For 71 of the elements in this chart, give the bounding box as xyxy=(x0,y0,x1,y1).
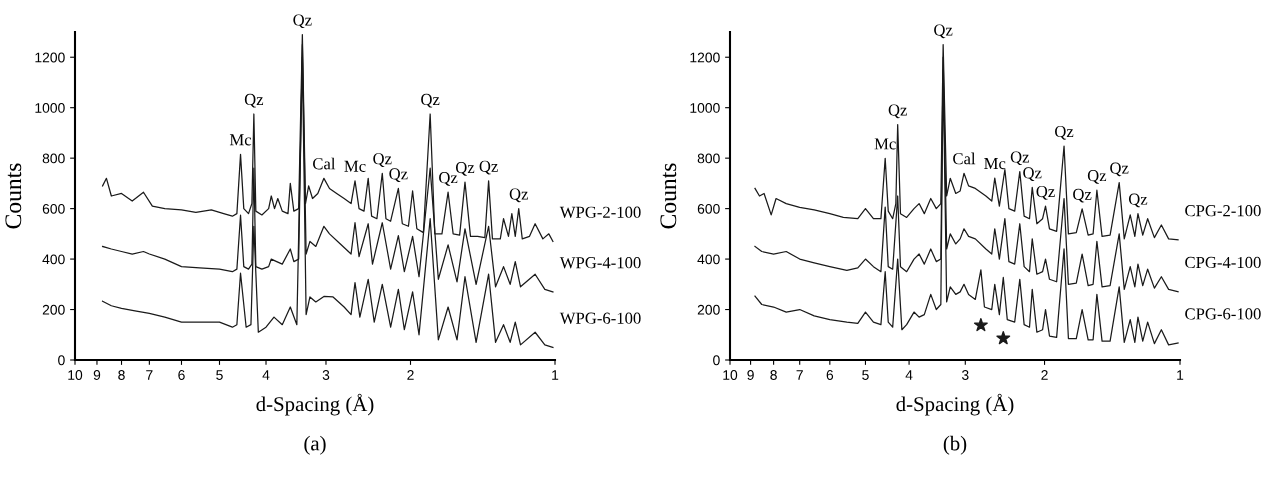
annotation: Qz xyxy=(1073,188,1092,203)
x-tick-label: 3 xyxy=(322,370,330,380)
annotation: Qz xyxy=(1010,151,1030,166)
y-tick-label: 600 xyxy=(697,203,720,214)
x-tick-label: 3 xyxy=(961,370,969,380)
annotation: Qz xyxy=(1110,162,1129,177)
annotation: Qz xyxy=(1055,125,1074,140)
annotation: Qz xyxy=(293,14,312,29)
annotation: Cal xyxy=(953,152,976,165)
annotation: Qz xyxy=(479,160,498,175)
x-tick-label: 4 xyxy=(905,370,913,380)
y-tick-label: 400 xyxy=(697,254,720,265)
x-tick-label: 6 xyxy=(178,370,185,380)
annotation: Qz xyxy=(421,93,440,108)
x-tick-label: 2 xyxy=(407,370,414,380)
annotation: Qz xyxy=(509,188,528,203)
y-tick-label: 800 xyxy=(697,153,720,164)
y-tick-label: 600 xyxy=(42,203,65,214)
annotation: Qz xyxy=(439,172,458,186)
x-tick-label: 1 xyxy=(552,370,559,380)
x-tick-label: 5 xyxy=(862,370,869,380)
annotation: Qz xyxy=(888,104,907,119)
x-tick-label: 9 xyxy=(747,370,754,380)
annotation: Cal xyxy=(313,157,336,170)
x-tick-label: 10 xyxy=(723,370,738,380)
y-tick-label: 200 xyxy=(42,304,65,315)
series-label: WPG-6-100 xyxy=(559,312,641,324)
series-label: WPG-2-100 xyxy=(559,206,641,218)
y-tick-label: 0 xyxy=(713,355,720,366)
annotation: Mc xyxy=(874,138,896,150)
x-axis-title: d-Spacing (Å) xyxy=(256,393,374,416)
x-tick-label: 7 xyxy=(796,370,803,380)
annotation: Qz xyxy=(1036,185,1055,200)
y-tick-label: 800 xyxy=(42,153,65,164)
y-tick-label: 400 xyxy=(42,254,65,265)
x-tick-label: 1 xyxy=(1177,370,1184,380)
x-tick-label: 5 xyxy=(216,370,223,380)
x-tick-label: 4 xyxy=(262,370,270,380)
annotation: Mc xyxy=(984,158,1006,170)
series-label: CPG-2-100 xyxy=(1185,205,1261,217)
series-label: CPG-6-100 xyxy=(1185,308,1261,320)
annotation: Mc xyxy=(229,134,252,146)
annotation: Qz xyxy=(1128,193,1148,208)
y-axis-title: Counts xyxy=(5,163,22,229)
annotation: Mc xyxy=(344,160,366,172)
annotation: Qz xyxy=(455,161,475,176)
y-tick-label: 0 xyxy=(58,355,65,366)
x-tick-label: 7 xyxy=(146,370,153,380)
x-tick-label: 8 xyxy=(118,370,125,380)
annotation: Qz xyxy=(934,24,953,39)
x-tick-label: 9 xyxy=(93,370,101,380)
text: (a) xyxy=(304,435,326,455)
x-tick-label: 6 xyxy=(826,370,834,380)
y-tick-label: 200 xyxy=(697,304,720,315)
y-tick-label: 1200 xyxy=(690,52,720,63)
y-tick-label: 1000 xyxy=(35,103,65,113)
annotation: Qz xyxy=(389,168,408,183)
annotation: Qz xyxy=(1023,167,1042,182)
y-axis-title: Counts xyxy=(660,163,677,229)
annotation: Qz xyxy=(244,93,264,108)
x-tick-label: 10 xyxy=(68,370,83,380)
annotation: Qz xyxy=(373,153,392,167)
y-tick-label: 1200 xyxy=(35,52,65,63)
series-label: WPG-4-100 xyxy=(559,257,641,269)
y-tick-label: 1000 xyxy=(690,103,720,113)
series-label: CPG-4-100 xyxy=(1185,256,1261,269)
annotation: Qz xyxy=(1087,170,1107,184)
x-tick-label: 2 xyxy=(1041,370,1048,380)
x-tick-label: 8 xyxy=(770,370,777,380)
x-axis-title: d-Spacing (Å) xyxy=(896,393,1014,416)
text: (b) xyxy=(943,435,967,455)
